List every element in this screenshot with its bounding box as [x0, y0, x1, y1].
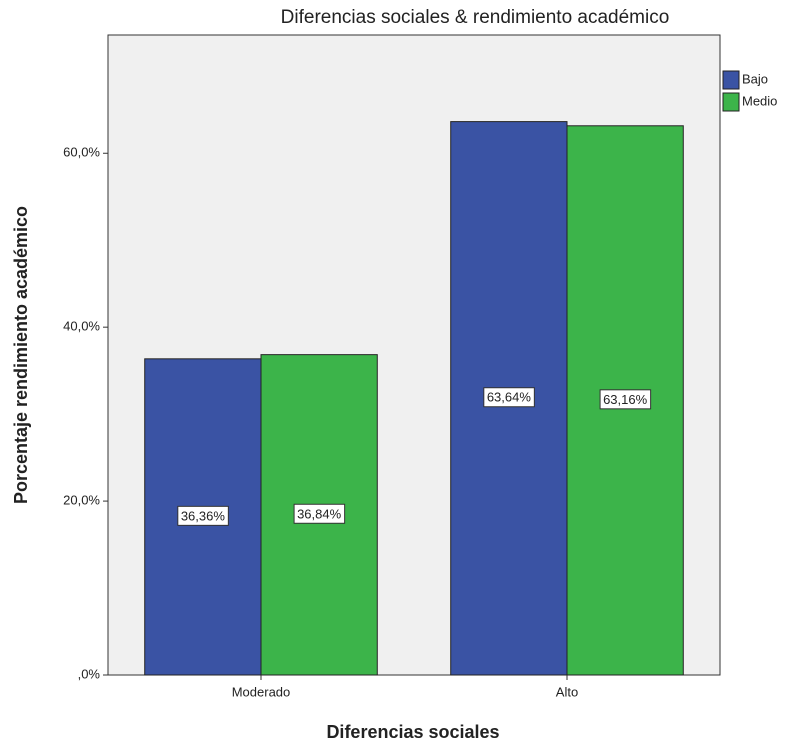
y-tick-label: 40,0%: [63, 319, 100, 334]
data-label: 63,64%: [487, 390, 532, 405]
y-tick-label: ,0%: [78, 666, 101, 681]
data-label-box: [599, 389, 652, 410]
data-label: 36,84%: [297, 506, 342, 521]
x-tick-label: Alto: [556, 684, 578, 699]
chart-title: Diferencias sociales & rendimiento acadé…: [281, 7, 670, 28]
legend-swatch: [722, 92, 740, 112]
y-tick-label: 20,0%: [63, 493, 100, 508]
data-label-box: [293, 503, 346, 524]
legend-swatch: [722, 70, 740, 90]
y-axis-title: Porcentaje rendimiento académico: [11, 206, 31, 504]
x-tick-label: Moderado: [232, 684, 291, 699]
data-label: 36,36%: [181, 508, 226, 523]
data-label: 63,16%: [603, 392, 648, 407]
data-label-box: [483, 387, 535, 408]
y-tick-label: 60,0%: [63, 145, 100, 160]
legend-label: Bajo: [742, 71, 768, 86]
legend-label: Medio: [742, 93, 777, 108]
data-label-box: [177, 505, 229, 526]
x-axis-title: Diferencias sociales: [326, 722, 499, 742]
